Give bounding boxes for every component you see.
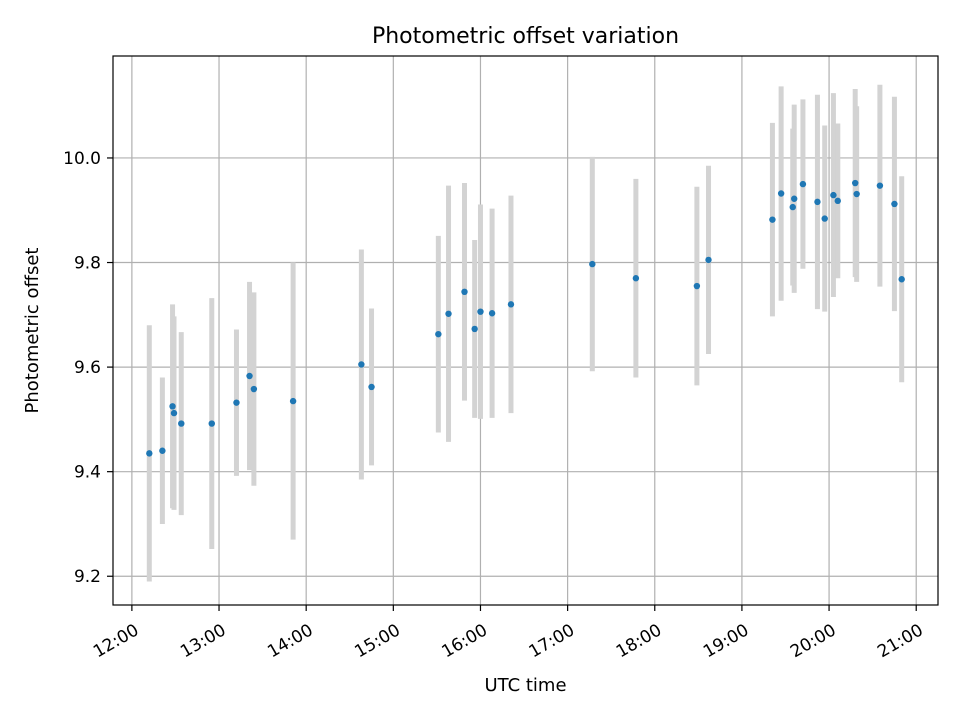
data-point — [777, 190, 785, 197]
data-point — [358, 361, 365, 368]
data-point — [488, 310, 496, 317]
data-point — [821, 215, 828, 222]
data-point — [368, 383, 375, 391]
grid-lines — [113, 56, 938, 605]
y-tick-label: 9.8 — [74, 254, 101, 274]
data-point — [830, 191, 837, 199]
data-point — [799, 180, 807, 188]
data-point — [477, 308, 484, 315]
data-point — [853, 190, 860, 198]
data-point — [876, 182, 884, 189]
data-point — [208, 420, 215, 427]
data-point — [250, 385, 258, 393]
y-tick-label: 10.0 — [63, 149, 101, 169]
data-point — [246, 372, 253, 380]
data-point — [170, 409, 178, 417]
data-point — [169, 403, 176, 410]
data-point — [589, 260, 596, 268]
y-tick-label: 9.4 — [74, 463, 101, 483]
data-point — [693, 282, 701, 290]
data-point — [769, 216, 776, 223]
data-point — [159, 447, 166, 454]
data-point — [789, 203, 796, 211]
data-point — [435, 330, 442, 338]
data-point — [507, 301, 515, 308]
data-points — [146, 179, 905, 457]
data-point — [632, 275, 640, 282]
data-point — [461, 288, 468, 296]
data-point — [289, 397, 297, 405]
data-point — [705, 256, 712, 264]
data-point — [814, 198, 821, 206]
y-tick-label: 9.2 — [74, 567, 101, 587]
x-axis-label: UTC time — [484, 675, 566, 696]
chart-title: Photometric offset variation — [372, 24, 679, 49]
plot-frame — [112, 55, 939, 606]
data-point — [898, 276, 905, 283]
data-point — [233, 399, 240, 406]
y-tick-label: 9.6 — [74, 358, 101, 378]
data-point — [445, 310, 452, 317]
data-point — [178, 420, 185, 427]
data-point — [852, 179, 859, 187]
data-point — [891, 200, 898, 208]
data-point — [146, 450, 153, 457]
data-point — [791, 195, 798, 202]
data-point — [834, 197, 841, 205]
y-axis-label: Photometric offset — [22, 248, 43, 414]
data-point — [471, 325, 478, 333]
